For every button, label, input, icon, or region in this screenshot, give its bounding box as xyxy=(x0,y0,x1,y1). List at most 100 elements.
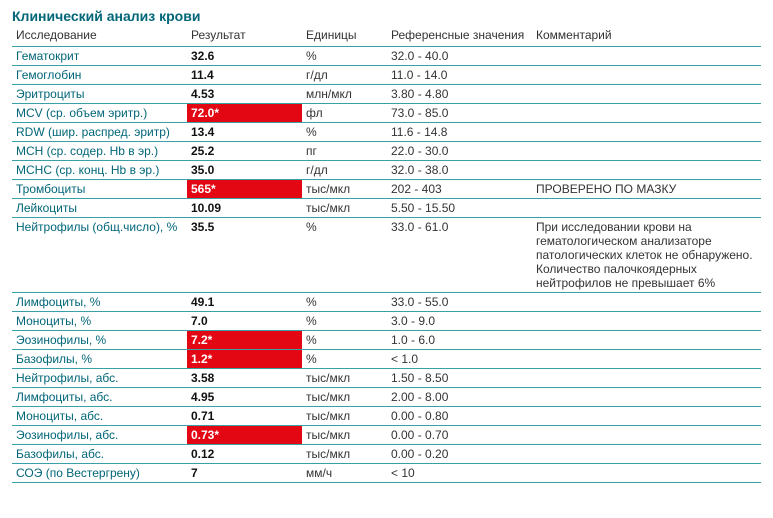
comment xyxy=(532,199,761,218)
table-row: Моноциты, абс.0.71тыс/мкл0.00 - 0.80 xyxy=(12,407,761,426)
units: % xyxy=(302,123,387,142)
test-name: Тромбоциты xyxy=(12,180,187,199)
test-name: Нейтрофилы (общ.число), % xyxy=(12,218,187,293)
comment xyxy=(532,426,761,445)
test-name: Лейкоциты xyxy=(12,199,187,218)
test-name: Лимфоциты, % xyxy=(12,293,187,312)
units: % xyxy=(302,293,387,312)
reference-range: < 1.0 xyxy=(387,350,532,369)
comment xyxy=(532,293,761,312)
test-name: Моноциты, абс. xyxy=(12,407,187,426)
test-name: MCHC (ср. конц. Hb в эр.) xyxy=(12,161,187,180)
table-row: Эозинофилы, абс.0.73*тыс/мкл0.00 - 0.70 xyxy=(12,426,761,445)
test-name: MCH (ср. содер. Hb в эр.) xyxy=(12,142,187,161)
result-value: 3.58 xyxy=(187,369,302,388)
units: тыс/мкл xyxy=(302,426,387,445)
test-name: Гематокрит xyxy=(12,47,187,66)
units: тыс/мкл xyxy=(302,445,387,464)
result-value: 13.4 xyxy=(187,123,302,142)
reference-range: 0.00 - 0.20 xyxy=(387,445,532,464)
result-value: 11.4 xyxy=(187,66,302,85)
reference-range: 3.80 - 4.80 xyxy=(387,85,532,104)
comment: ПРОВЕРЕНО ПО МАЗКУ xyxy=(532,180,761,199)
col-result: Результат xyxy=(187,26,302,47)
table-row: Гемоглобин11.4г/дл11.0 - 14.0 xyxy=(12,66,761,85)
result-value: 4.53 xyxy=(187,85,302,104)
table-row: Тромбоциты565*тыс/мкл202 - 403ПРОВЕРЕНО … xyxy=(12,180,761,199)
table-row: Базофилы, %1.2*%< 1.0 xyxy=(12,350,761,369)
header-row: Исследование Результат Единицы Референсн… xyxy=(12,26,761,47)
table-row: MCH (ср. содер. Hb в эр.)25.2пг22.0 - 30… xyxy=(12,142,761,161)
test-name: Эритроциты xyxy=(12,85,187,104)
reference-range: 33.0 - 61.0 xyxy=(387,218,532,293)
reference-range: 1.0 - 6.0 xyxy=(387,331,532,350)
result-value: 35.0 xyxy=(187,161,302,180)
reference-range: 11.6 - 14.8 xyxy=(387,123,532,142)
table-row: Нейтрофилы, абс.3.58тыс/мкл1.50 - 8.50 xyxy=(12,369,761,388)
test-name: Моноциты, % xyxy=(12,312,187,331)
result-value: 0.12 xyxy=(187,445,302,464)
table-row: Эритроциты4.53млн/мкл3.80 - 4.80 xyxy=(12,85,761,104)
units: мм/ч xyxy=(302,464,387,483)
comment xyxy=(532,161,761,180)
table-row: СОЭ (по Вестергрену)7мм/ч< 10 xyxy=(12,464,761,483)
test-name: СОЭ (по Вестергрену) xyxy=(12,464,187,483)
result-value: 1.2* xyxy=(187,350,302,369)
table-row: Моноциты, %7.0%3.0 - 9.0 xyxy=(12,312,761,331)
comment xyxy=(532,445,761,464)
test-name: Лимфоциты, абс. xyxy=(12,388,187,407)
test-name: Нейтрофилы, абс. xyxy=(12,369,187,388)
reference-range: < 10 xyxy=(387,464,532,483)
units: тыс/мкл xyxy=(302,388,387,407)
reference-range: 32.0 - 40.0 xyxy=(387,47,532,66)
report-title: Клинический анализ крови xyxy=(12,8,761,24)
col-units: Единицы xyxy=(302,26,387,47)
comment xyxy=(532,85,761,104)
result-value: 7 xyxy=(187,464,302,483)
result-value: 4.95 xyxy=(187,388,302,407)
units: фл xyxy=(302,104,387,123)
result-value: 565* xyxy=(187,180,302,199)
reference-range: 33.0 - 55.0 xyxy=(387,293,532,312)
comment xyxy=(532,47,761,66)
col-test: Исследование xyxy=(12,26,187,47)
units: г/дл xyxy=(302,66,387,85)
result-value: 35.5 xyxy=(187,218,302,293)
test-name: Эозинофилы, % xyxy=(12,331,187,350)
result-value: 49.1 xyxy=(187,293,302,312)
units: г/дл xyxy=(302,161,387,180)
comment: При исследовании крови на гематологическ… xyxy=(532,218,761,293)
reference-range: 11.0 - 14.0 xyxy=(387,66,532,85)
result-value: 72.0* xyxy=(187,104,302,123)
result-value: 0.71 xyxy=(187,407,302,426)
units: пг xyxy=(302,142,387,161)
test-name: Базофилы, % xyxy=(12,350,187,369)
units: % xyxy=(302,312,387,331)
comment xyxy=(532,350,761,369)
result-value: 7.2* xyxy=(187,331,302,350)
result-value: 25.2 xyxy=(187,142,302,161)
units: тыс/мкл xyxy=(302,369,387,388)
reference-range: 0.00 - 0.70 xyxy=(387,426,532,445)
comment xyxy=(532,464,761,483)
units: тыс/мкл xyxy=(302,407,387,426)
comment xyxy=(532,104,761,123)
table-row: Эозинофилы, %7.2*%1.0 - 6.0 xyxy=(12,331,761,350)
test-name: MCV (ср. объем эритр.) xyxy=(12,104,187,123)
reference-range: 2.00 - 8.00 xyxy=(387,388,532,407)
reference-range: 22.0 - 30.0 xyxy=(387,142,532,161)
table-row: Нейтрофилы (общ.число), %35.5%33.0 - 61.… xyxy=(12,218,761,293)
table-row: Лейкоциты10.09тыс/мкл5.50 - 15.50 xyxy=(12,199,761,218)
reference-range: 5.50 - 15.50 xyxy=(387,199,532,218)
reference-range: 32.0 - 38.0 xyxy=(387,161,532,180)
comment xyxy=(532,142,761,161)
table-row: Базофилы, абс.0.12тыс/мкл0.00 - 0.20 xyxy=(12,445,761,464)
units: тыс/мкл xyxy=(302,199,387,218)
reference-range: 0.00 - 0.80 xyxy=(387,407,532,426)
units: тыс/мкл xyxy=(302,180,387,199)
comment xyxy=(532,369,761,388)
reference-range: 202 - 403 xyxy=(387,180,532,199)
reference-range: 73.0 - 85.0 xyxy=(387,104,532,123)
col-ref: Референсные значения xyxy=(387,26,532,47)
units: % xyxy=(302,47,387,66)
